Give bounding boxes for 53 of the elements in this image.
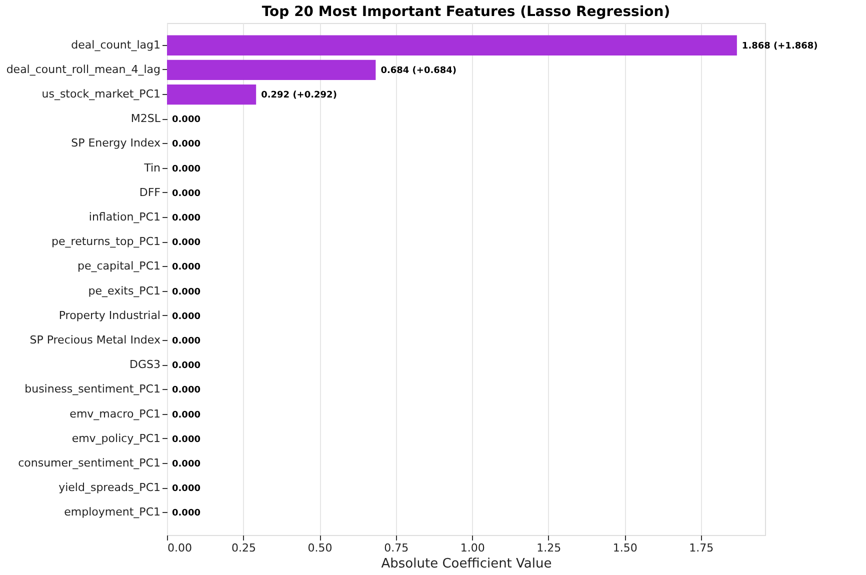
- data-label: 0.000: [172, 459, 200, 470]
- data-label: 0.000: [172, 115, 200, 126]
- data-label: 0.000: [172, 508, 200, 519]
- y-tick-label: Property Industrial: [58, 308, 160, 322]
- data-label: 0.000: [172, 188, 200, 199]
- chart-title: Top 20 Most Important Features (Lasso Regression): [262, 4, 670, 20]
- y-tick-label: DGS3: [130, 358, 160, 372]
- y-tick-label: pe_capital_PC1: [78, 260, 160, 273]
- y-tick-label: emv_policy_PC1: [72, 432, 160, 445]
- data-label: 0.292 (+0.292): [261, 90, 337, 101]
- data-label: 0.000: [172, 214, 200, 224]
- data-label: 0.000: [172, 140, 200, 150]
- x-tick-label: 0.25: [232, 542, 256, 554]
- y-tick-label: Tin: [143, 161, 161, 174]
- bar: [167, 35, 737, 56]
- y-tick-label: consumer_sentiment_PC1: [18, 456, 160, 470]
- bar: [167, 60, 376, 80]
- x-tick-label: 1.00: [460, 542, 485, 554]
- data-label: 0.000: [172, 434, 200, 445]
- data-label: 0.000: [172, 336, 200, 346]
- y-tick-label: business_sentiment_PC1: [24, 382, 160, 396]
- y-tick-label: pe_returns_top_PC1: [52, 235, 160, 248]
- data-label: 0.000: [172, 410, 200, 420]
- data-label: 0.000: [172, 164, 200, 174]
- x-tick-label: 0.50: [308, 542, 332, 554]
- x-tick-label: 1.50: [612, 542, 638, 554]
- data-label: 0.000: [172, 312, 200, 322]
- y-tick-label: emv_macro_PC1: [70, 407, 160, 420]
- data-label: 0.000: [172, 484, 200, 494]
- y-tick-label: us_stock_market_PC1: [42, 88, 160, 101]
- x-tick-label: 0.75: [384, 542, 409, 554]
- y-tick-label: SP Precious Metal Index: [30, 333, 161, 346]
- data-label: 0.000: [172, 238, 200, 248]
- y-tick-label: DFF: [139, 186, 160, 199]
- data-label: 0.000: [172, 361, 200, 372]
- y-tick-label: inflation_PC1: [88, 210, 160, 224]
- x-axis-title: Absolute Coefficient Value: [381, 556, 552, 572]
- x-tick-label: 0.00: [168, 542, 192, 554]
- bar: [167, 84, 256, 105]
- x-tick-label: 1.25: [536, 542, 562, 554]
- data-label: 0.000: [172, 287, 200, 298]
- y-tick-label: yield_spreads_PC1: [58, 481, 160, 494]
- y-tick-label: SP Energy Index: [71, 136, 161, 150]
- y-tick-label: pe_exits_PC1: [88, 284, 160, 298]
- y-tick-label: deal_count_roll_mean_4_lag: [6, 62, 160, 76]
- data-label: 0.684 (+0.684): [380, 66, 457, 76]
- data-label: 0.000: [172, 262, 200, 273]
- y-tick-label: employment_PC1: [64, 506, 160, 519]
- data-label: 1.868 (+1.868): [742, 41, 818, 52]
- data-label: 0.000: [172, 386, 200, 396]
- y-tick-label: deal_count_lag1: [71, 38, 160, 52]
- x-tick-label: 1.75: [689, 542, 714, 554]
- y-tick-label: M2SL: [130, 112, 162, 126]
